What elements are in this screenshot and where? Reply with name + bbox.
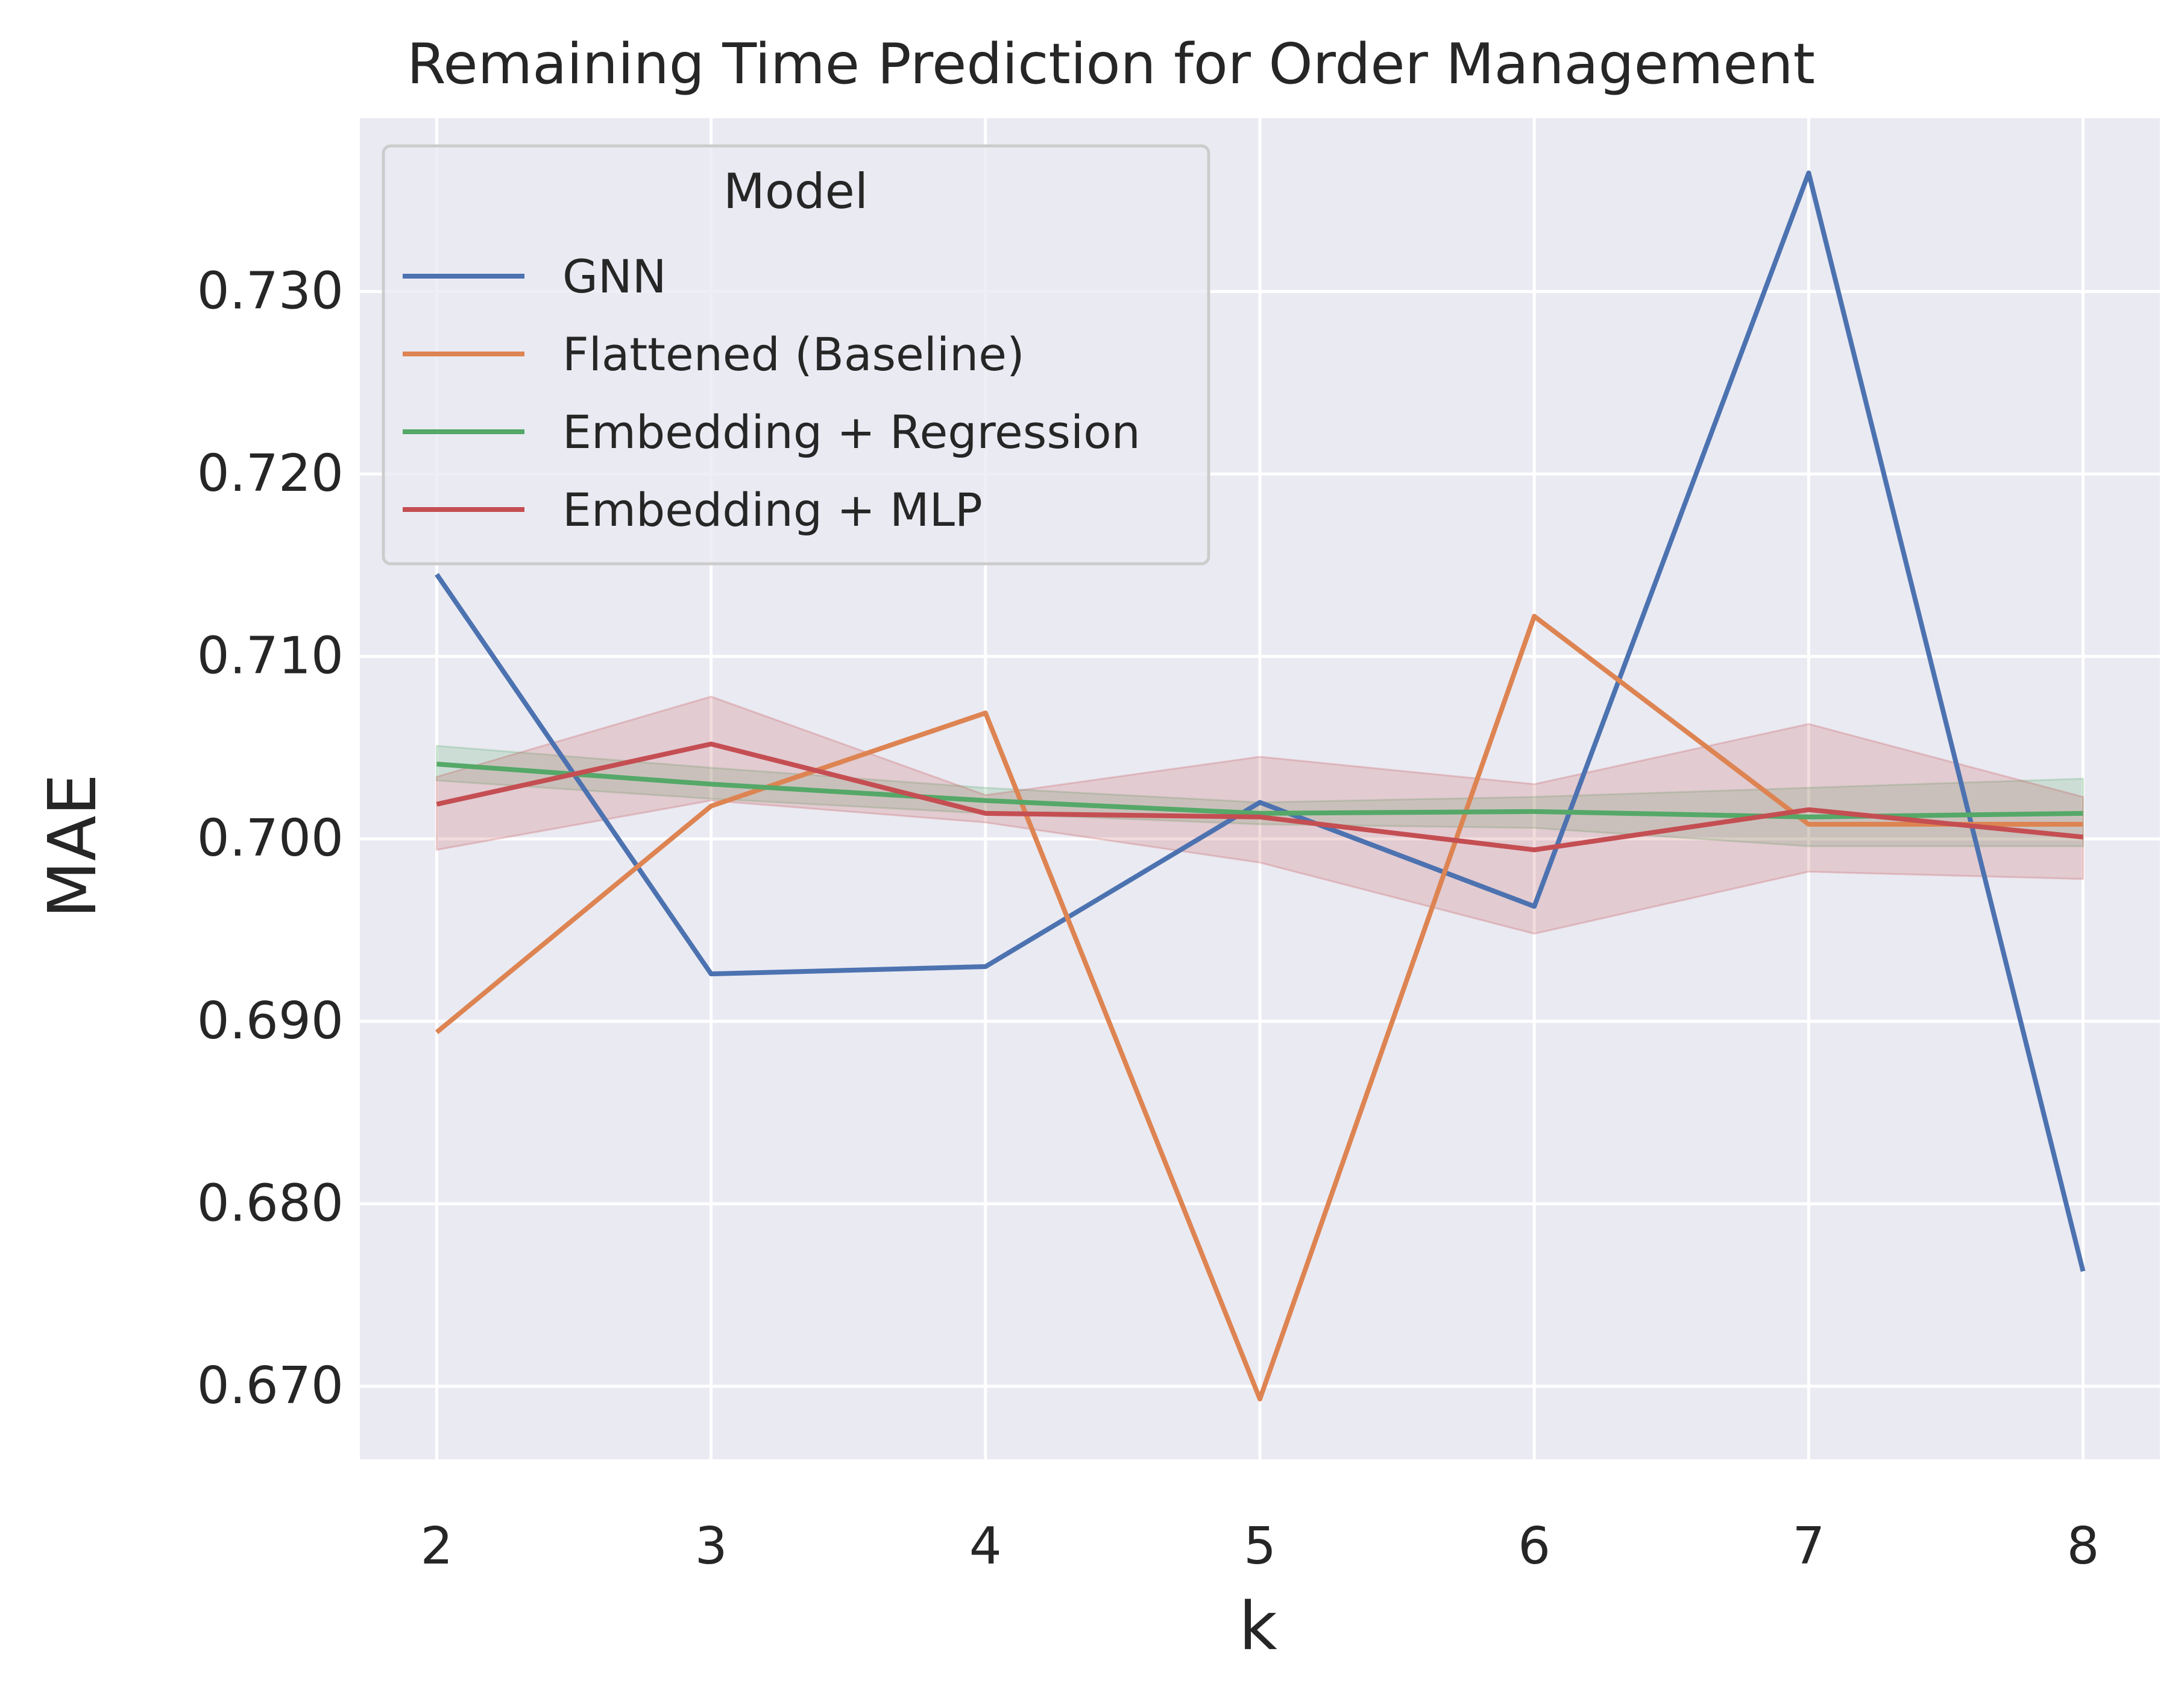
legend-label: Embedding + MLP (562, 483, 983, 537)
legend-title: Model (723, 163, 868, 219)
x-axis-label: k (1239, 1588, 1277, 1665)
legend-label: Embedding + Regression (562, 405, 1141, 459)
confidence-band (435, 745, 2085, 847)
x-tick-labels: 2 3 4 5 6 7 8 (420, 1517, 2099, 1576)
legend-frame (382, 144, 1210, 566)
y-tick-label: 0.710 (197, 626, 344, 686)
y-axis-label: MAE (34, 774, 111, 918)
legend-label: GNN (562, 250, 667, 303)
y-tick-label: 0.680 (197, 1173, 344, 1233)
x-tick-label: 2 (420, 1517, 453, 1576)
x-tick-label: 3 (695, 1517, 728, 1576)
series-line (435, 614, 2083, 1402)
legend-entries: GNN Flattened (Baseline) Embedding + Regre… (403, 250, 1141, 537)
y-tick-label: 0.670 (197, 1356, 344, 1416)
x-tick-label: 5 (1244, 1517, 1276, 1576)
x-tick-label: 4 (969, 1517, 1002, 1576)
x-tick-label: 6 (1518, 1517, 1550, 1576)
chart-title: Remaining Time Prediction for Order Mana… (407, 31, 1815, 96)
legend: Model GNN Flattened (Baseline) Embedding +… (382, 144, 1210, 566)
y-tick-label: 0.690 (197, 991, 344, 1051)
series-lines (435, 170, 2086, 1402)
y-tick-label: 0.720 (197, 444, 344, 503)
y-tick-labels: 0.670 0.680 0.690 0.700 0.710 0.720 0.730 (197, 261, 344, 1416)
legend-label: Flattened (Baseline) (562, 327, 1025, 381)
x-tick-label: 7 (1792, 1517, 1825, 1576)
y-tick-label: 0.700 (197, 809, 344, 868)
series-line (435, 170, 2086, 1272)
y-tick-label: 0.730 (197, 261, 344, 321)
series-line (436, 741, 2083, 853)
series-line (436, 762, 2083, 819)
x-tick-label: 8 (2067, 1517, 2100, 1576)
